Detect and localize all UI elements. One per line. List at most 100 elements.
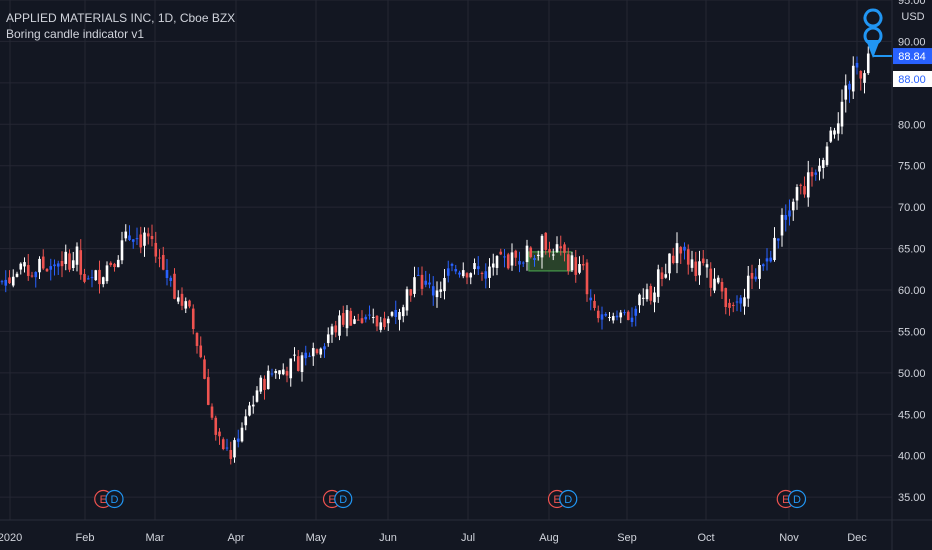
candle-body <box>195 332 199 346</box>
candle-body <box>668 253 671 274</box>
candle-body <box>120 240 124 261</box>
candle-body <box>750 272 754 279</box>
candle-body <box>465 273 469 278</box>
candle-body <box>788 210 791 217</box>
boring-zone <box>528 251 573 272</box>
candle-body <box>248 405 251 416</box>
candle-body <box>758 264 761 279</box>
candle-body <box>38 258 41 273</box>
candle-body <box>94 270 98 281</box>
candle-body <box>694 261 698 276</box>
candle-body <box>210 406 214 418</box>
candle-body <box>765 258 769 262</box>
candle-body <box>863 73 866 83</box>
candle-body <box>0 281 4 283</box>
candle-body <box>244 416 248 426</box>
candle-body <box>585 262 589 295</box>
candle-body <box>664 274 668 278</box>
x-tick-label: May <box>306 532 327 544</box>
candle-body <box>548 249 551 253</box>
candle-body <box>518 261 521 265</box>
location-pin-icon <box>863 8 883 28</box>
candle-body <box>135 238 139 240</box>
candle-body <box>56 263 60 267</box>
x-tick-label: Jun <box>379 532 397 544</box>
candle-body <box>233 440 236 458</box>
candle-body <box>795 187 799 201</box>
candle-body <box>514 250 518 258</box>
candle-body <box>225 447 229 449</box>
candle-body <box>315 349 319 354</box>
candle-body <box>420 274 424 289</box>
candle-body <box>143 232 146 246</box>
candle-body <box>641 297 645 299</box>
candle-body <box>503 256 506 258</box>
candle-body <box>296 356 300 371</box>
candle-body <box>23 262 26 267</box>
candle-body <box>386 318 390 324</box>
candle-body <box>19 263 23 270</box>
chart-legend: APPLIED MATERIALS INC, 1D, Cboe BZX Bori… <box>6 10 235 42</box>
candle-body <box>383 318 386 328</box>
candle-body <box>626 311 630 321</box>
candle-body <box>540 235 544 258</box>
candle-body <box>53 264 56 267</box>
symbol-title[interactable]: APPLIED MATERIALS INC, 1D, Cboe BZX <box>6 11 236 25</box>
time-axis[interactable]: 2020 Feb Mar Apr May Jun Jul Aug Sep Oct Nov Dec <box>0 519 932 544</box>
candle-body <box>608 316 611 319</box>
candle-body <box>165 270 169 278</box>
candle-body <box>469 273 473 278</box>
candle-body <box>30 275 34 277</box>
candle-body <box>184 301 188 309</box>
candle-body <box>8 277 11 284</box>
candle-body <box>68 253 71 270</box>
candle-body <box>34 272 38 278</box>
candle-body <box>368 314 371 316</box>
candle-body <box>581 263 585 266</box>
candle-body <box>278 370 281 375</box>
candle-body <box>866 53 870 74</box>
last-price-label: 88.84 <box>898 51 926 63</box>
candle-body <box>825 146 829 165</box>
candle-body <box>773 237 776 260</box>
candle-body <box>810 171 814 177</box>
indicator-title[interactable]: Boring candle indicator v1 <box>6 27 145 41</box>
candle-body <box>293 354 296 356</box>
candle-body <box>323 346 326 350</box>
candle-body <box>229 449 233 459</box>
y-tick-label: 35.00 <box>898 492 926 504</box>
candle-body <box>413 277 416 294</box>
candle-body <box>544 232 548 250</box>
candle-body <box>154 242 158 257</box>
candle-body <box>86 278 90 280</box>
candle-body <box>551 254 555 256</box>
dividend-marker[interactable]: D <box>334 489 353 509</box>
x-tick-label: Dec <box>847 532 867 544</box>
candle-body <box>259 377 263 392</box>
candle-body <box>274 371 278 374</box>
candle-body <box>821 160 825 169</box>
candle-body <box>300 355 304 372</box>
y-tick-label: 65.00 <box>898 244 926 256</box>
dividend-marker[interactable]: D <box>559 489 578 509</box>
dividend-marker[interactable]: D <box>787 489 807 509</box>
candle-body <box>289 358 293 379</box>
candle-body <box>716 277 720 283</box>
candle-body <box>446 268 450 276</box>
candle-body <box>803 186 806 195</box>
candle-body <box>304 352 308 359</box>
candle-body <box>596 310 600 319</box>
candle-body <box>128 235 131 240</box>
candle-body <box>791 201 795 211</box>
candle-body <box>683 246 686 251</box>
candle-body <box>656 269 660 297</box>
candle-body <box>360 318 364 323</box>
candle-body <box>679 247 683 254</box>
candle-body <box>109 262 113 266</box>
candle-body <box>409 289 413 296</box>
dividend-marker[interactable]: D <box>105 489 124 509</box>
candle-body <box>510 252 514 266</box>
candle-body <box>720 281 724 292</box>
